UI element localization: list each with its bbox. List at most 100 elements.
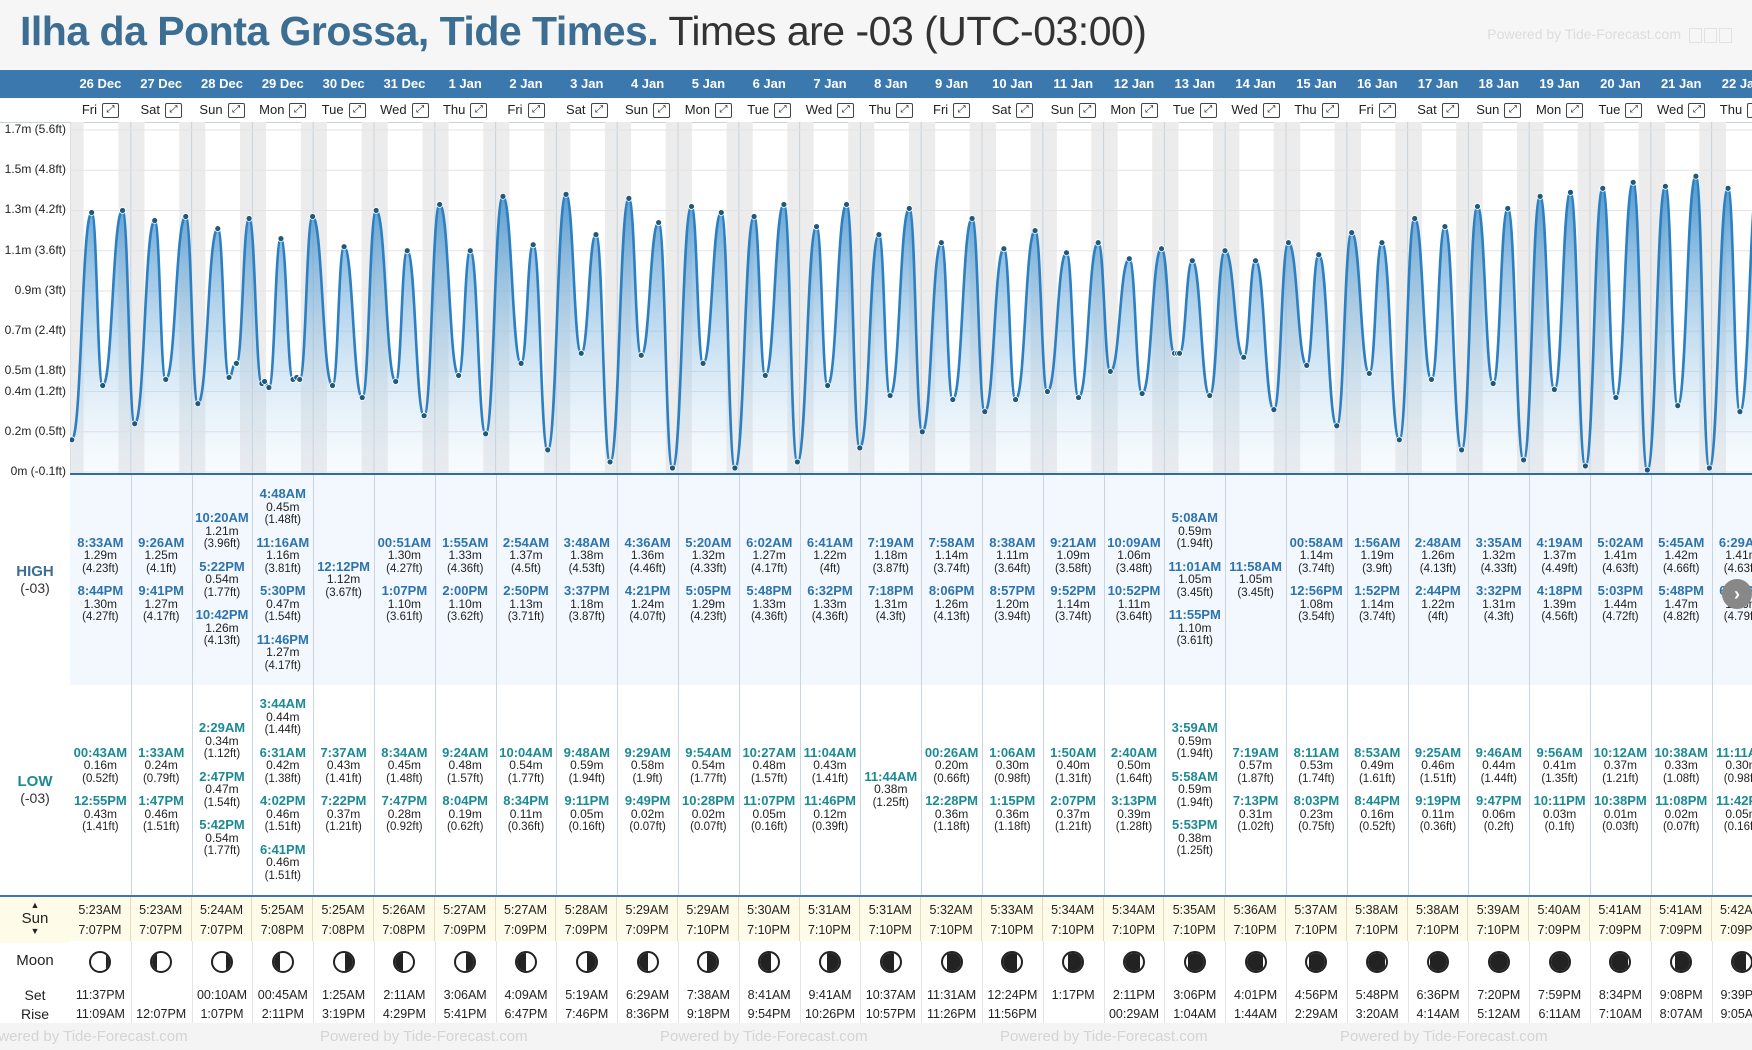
expand-icon[interactable]: ⤢ (1688, 103, 1706, 119)
expand-icon[interactable]: ⤢ (411, 103, 429, 119)
moon-row-label: Moon Set Rise (0, 941, 70, 1023)
moon-shadow (947, 953, 961, 971)
sunset-time: 7:07PM (78, 923, 122, 937)
expand-icon[interactable]: ⤢ (590, 103, 608, 119)
expand-icon[interactable]: ⤢ (1378, 103, 1396, 119)
low-tide-time: 8:03PM (1293, 793, 1340, 808)
sun-cell: 5:24AM 7:07PM (192, 897, 253, 943)
expand-icon[interactable]: ⤢ (470, 103, 488, 119)
moon-shadow (225, 953, 231, 971)
moon-cell: 5:19AM 7:46PM (556, 941, 619, 1023)
high-tide-time: 11:55PM (1168, 607, 1221, 623)
low-tide-feet: (0.39ft) (811, 821, 849, 833)
high-tide-point (1125, 255, 1133, 263)
low-tide-height: 0.37m (1603, 758, 1638, 772)
low-tide-height: 0.01m (1603, 806, 1638, 821)
low-tide-height: 0.05m (570, 806, 604, 821)
weekday-cell: Wed ⤢ (374, 98, 435, 122)
moon-phase-icon (818, 951, 841, 973)
low-tide-feet: (1.35ft) (1541, 772, 1578, 785)
low-tide-feet: (0.79ft) (142, 772, 180, 785)
expand-icon[interactable]: ⤢ (1566, 103, 1584, 119)
weekday-label: Wed (805, 102, 833, 117)
high-tide-entry: 12:56PM 1.08m (3.54ft) (1290, 584, 1343, 625)
high-tide-entry: 10:09AM 1.06m (3.48ft) (1107, 535, 1160, 577)
low-tide-entry: 10:11PM 0.03m (0.1ft) (1534, 794, 1586, 835)
expand-icon[interactable]: ⤢ (895, 103, 913, 119)
weekday-label: Wed (1231, 102, 1258, 117)
expand-icon[interactable]: ⤢ (715, 103, 733, 119)
low-tide-feet: (1.9ft) (632, 772, 663, 785)
low-tide-feet: (0.07ft) (629, 821, 666, 833)
low-tide-column: 2:40AM 0.50m (1.64ft) 3:13PM 0.39m (1.28ft) (1104, 685, 1166, 895)
low-tide-column: 10:12AM 0.37m (1.21ft) 10:38PM 0.01m (0.03ft) (1590, 685, 1652, 895)
high-tide-height: 1.19m (1360, 548, 1394, 562)
expand-icon[interactable]: ⤢ (1504, 103, 1522, 119)
expand-icon[interactable]: ⤢ (1262, 103, 1280, 119)
expand-icon[interactable]: ⤢ (1321, 103, 1339, 119)
weekday-label: Sun (625, 102, 649, 117)
high-tide-time: 5:20AM (685, 534, 732, 550)
expand-icon[interactable]: ⤢ (1199, 103, 1217, 119)
low-tide-time: 00:43AM (73, 744, 128, 760)
high-tide-time: 11:16AM (256, 534, 310, 550)
expand-icon[interactable]: ⤢ (527, 103, 545, 119)
high-tide-column: 7:19AM 1.18m (3.87ft) 7:18PM 1.31m (4.3ft) (860, 475, 923, 685)
date-header: 20 Jan (1600, 76, 1641, 91)
low-tide-time: 2:47PM (199, 768, 245, 784)
date-header: 26 Dec (79, 76, 122, 91)
expand-icon[interactable]: ⤢ (953, 103, 971, 119)
low-tide-entry: 10:04AM 0.54m (1.77ft) (499, 745, 552, 787)
expand-icon[interactable]: ⤢ (289, 103, 307, 119)
expand-icon[interactable]: ⤢ (1078, 103, 1096, 119)
high-tide-entry: 8:38AM 1.11m (3.64ft) (989, 535, 1035, 577)
y-axis-tick: 0.4m (1.2ft) (4, 383, 66, 398)
moonrise-time: 9:18PM (686, 1007, 730, 1021)
low-tide-entry: 5:53PM 0.38m (1.25ft) (1172, 818, 1218, 859)
weekday-label: Mon (1535, 102, 1562, 117)
high-tide-height: 1.47m (1664, 596, 1698, 611)
low-tide-point (517, 359, 525, 367)
sunset-time: 7:09PM (625, 923, 669, 937)
moonrise-time: 1:07PM (200, 1007, 244, 1021)
expand-icon[interactable]: ⤢ (348, 103, 366, 119)
high-tide-time: 12:56PM (1290, 583, 1343, 598)
low-tide-time: 10:38PM (1594, 793, 1647, 808)
expand-icon[interactable]: ⤢ (774, 103, 792, 119)
location-title: Ilha da Ponta Grossa, Tide Times. (20, 8, 659, 54)
high-tide-feet: (4.27ft) (82, 611, 119, 623)
high-tide-time: 1:55AM (442, 534, 489, 550)
high-tide-entry: 8:57PM 1.20m (3.94ft) (990, 584, 1036, 625)
high-tide-entry: 11:16AM 1.16m (3.81ft) (256, 534, 310, 577)
expand-icon[interactable]: ⤢ (227, 103, 245, 119)
low-tide-column: 00:26AM 0.20m (0.66ft) 12:28PM 0.36m (1.18ft) (921, 685, 983, 895)
scroll-right-button[interactable]: › (1722, 579, 1752, 609)
moonrise-time: 00:29AM (1108, 1007, 1159, 1021)
moonset-time: 4:01PM (1234, 988, 1278, 1002)
low-tide-feet: (1.18ft) (994, 821, 1031, 833)
low-tide-feet: (0.07ft) (690, 821, 727, 833)
sunset-time: 7:09PM (564, 923, 608, 937)
powered-by-text-4: Powered by Tide-Forecast.com (1000, 1028, 1208, 1045)
low-tide-point (194, 400, 202, 408)
set-label: Set (24, 987, 46, 1003)
expand-icon[interactable]: ⤢ (1140, 103, 1158, 119)
low-tide-feet: (0.36ft) (507, 821, 545, 833)
high-tide-height: 0.54m (205, 572, 239, 587)
expand-icon[interactable]: ⤢ (1441, 103, 1459, 119)
sunrise-time: 5:30AM (747, 903, 791, 917)
expand-icon[interactable]: ⤢ (653, 103, 671, 119)
high-tide-feet: (3.74ft) (1298, 562, 1335, 575)
expand-icon[interactable]: ⤢ (101, 103, 119, 119)
expand-icon[interactable]: ⤢ (1747, 103, 1752, 119)
high-tide-time: 4:48AM (259, 486, 306, 501)
weekday-label: Fri (1358, 102, 1374, 117)
expand-icon[interactable]: ⤢ (1016, 103, 1034, 119)
expand-icon[interactable]: ⤢ (837, 103, 855, 119)
moonrise-time: 7:46PM (565, 1007, 609, 1021)
expand-icon[interactable]: ⤢ (1625, 103, 1643, 119)
expand-icon[interactable]: ⤢ (164, 103, 182, 119)
low-tide-entry: 7:13PM 0.31m (1.02ft) (1233, 794, 1279, 835)
high-tide-column: 9:26AM 1.25m (4.1ft) 9:41PM 1.27m (4.17ft) (131, 475, 193, 685)
weekday-cell: Sat ⤢ (556, 98, 617, 122)
